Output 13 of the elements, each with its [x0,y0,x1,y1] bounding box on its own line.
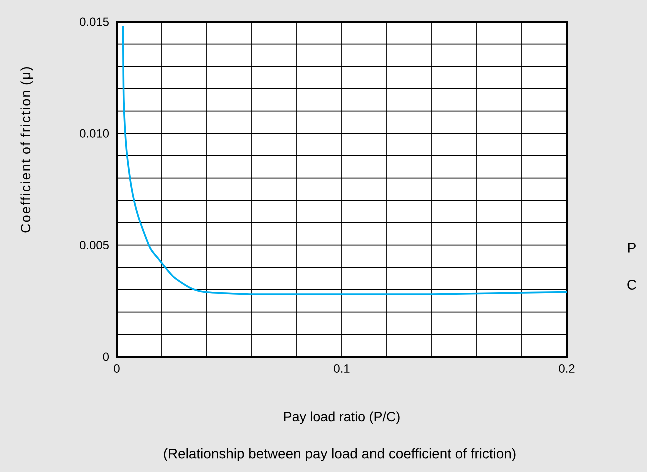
y-tick-label: 0.010 [80,129,110,138]
y-tick-label: 0.005 [80,241,109,250]
text: (Relationship between pay load and coefficient of friction) [164,448,516,462]
x-axis-title: Pay load ratio (P/C) [284,412,400,424]
text: P [628,243,636,253]
text: C [628,280,637,290]
x-tick-label: 0.2 [559,364,575,373]
x-tick-label: 0 [114,364,120,373]
y-tick-label: 0.015 [80,18,109,26]
y-tick-label: 0 [103,352,110,362]
x-tick-label: 0.1 [334,364,350,373]
line-series [122,26,568,296]
y-axis-title: Coefficient of friction (μ) [20,67,34,233]
